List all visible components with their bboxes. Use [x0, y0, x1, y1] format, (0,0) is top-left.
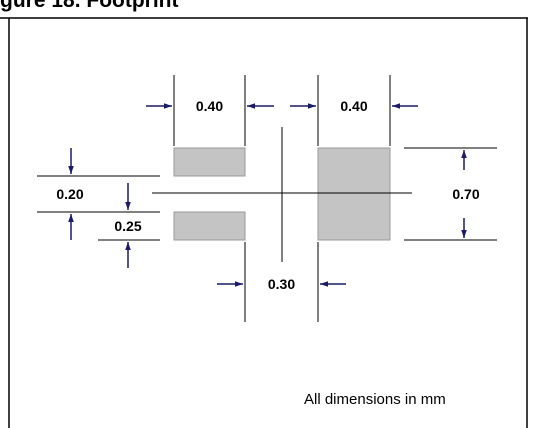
large-pad — [317, 147, 391, 241]
large-pad-height-label: 0.70 — [452, 186, 479, 202]
small-pad-top — [173, 147, 246, 177]
right-pad-width-label: 0.40 — [340, 98, 367, 114]
left-pad-width-label: 0.40 — [196, 98, 223, 114]
units-note: All dimensions in mm — [304, 391, 446, 408]
pad-height-label: 0.25 — [114, 218, 141, 234]
total-height-label: 0.20 — [56, 186, 83, 202]
small-pad-bottom — [173, 211, 246, 241]
figure-title: gure 18. Footprint — [0, 0, 179, 12]
gap-label: 0.30 — [268, 276, 295, 292]
